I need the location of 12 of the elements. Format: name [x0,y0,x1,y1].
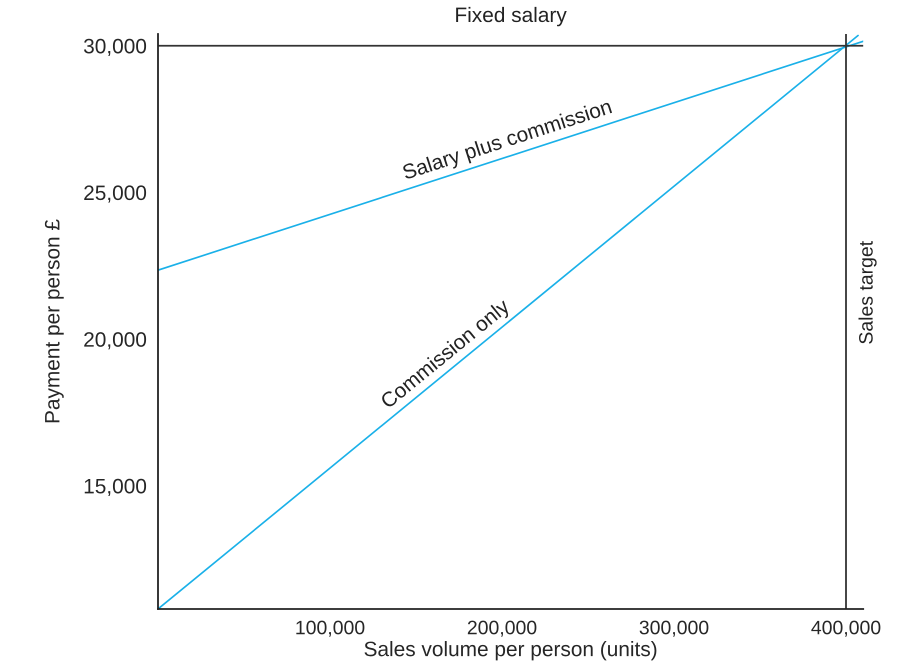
x-tick-label: 400,000 [811,620,880,637]
y-tick-label: 15,000 [84,478,146,496]
y-tick-label: 30,000 [84,38,146,56]
ref-line-label: Fixed salary [456,6,567,26]
x-tick-label: 200,000 [468,620,536,637]
y-tick-label: 25,000 [84,185,146,203]
x-tick-label: 300,000 [640,620,708,637]
x-tick-label: 100,000 [296,620,364,637]
x-axis-title: Sales volume per person (units) [364,641,656,660]
y-tick-label: 20,000 [84,332,146,350]
y-axis-title: Payment per person £ [44,219,64,422]
ref-line-label: Sales target [858,241,877,344]
